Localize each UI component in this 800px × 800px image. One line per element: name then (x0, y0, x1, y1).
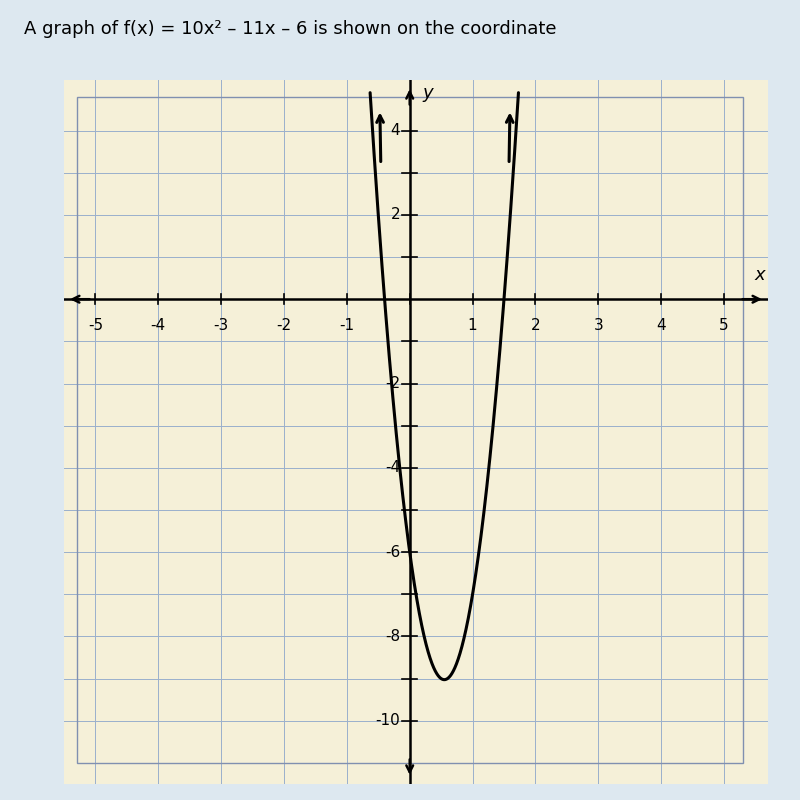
Text: x: x (754, 266, 765, 285)
Text: -4: -4 (150, 318, 166, 333)
Text: -4: -4 (385, 460, 400, 475)
Text: 2: 2 (390, 207, 400, 222)
Text: -8: -8 (385, 629, 400, 644)
Text: -3: -3 (214, 318, 229, 333)
Text: 4: 4 (390, 123, 400, 138)
Text: -2: -2 (385, 376, 400, 391)
Text: y: y (422, 84, 433, 102)
Text: 3: 3 (594, 318, 603, 333)
Text: -10: -10 (375, 714, 400, 728)
Text: 2: 2 (530, 318, 540, 333)
Text: -6: -6 (385, 545, 400, 560)
Text: 4: 4 (656, 318, 666, 333)
Text: -2: -2 (277, 318, 291, 333)
Text: 5: 5 (719, 318, 729, 333)
Text: 1: 1 (468, 318, 478, 333)
Text: A graph of f(x) = 10x² – 11x – 6 is shown on the coordinate: A graph of f(x) = 10x² – 11x – 6 is show… (24, 20, 557, 38)
Text: -1: -1 (339, 318, 354, 333)
Text: -5: -5 (88, 318, 103, 333)
